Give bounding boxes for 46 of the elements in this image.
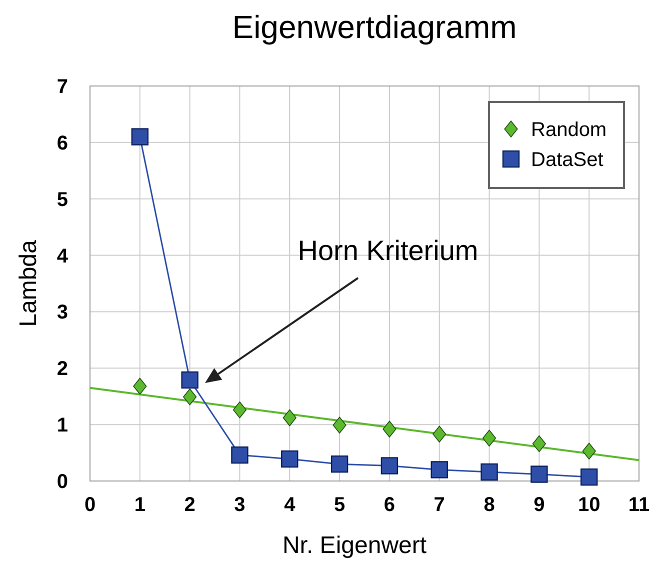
x-tick-label: 11 [628,494,650,516]
annotation: Horn Kriterium [298,235,478,266]
x-tick-label: 0 [84,494,96,516]
point [382,420,396,438]
legend-label: DataSet [531,149,604,171]
y-tick-label: 7 [56,76,68,98]
point [380,457,398,474]
x-axis-title: Nr. Eigenwert [282,532,427,559]
point [231,446,248,464]
x-tick-label: 4 [284,494,296,516]
point [282,409,296,426]
y-tick-label: 5 [56,188,68,211]
x-tick-label: 6 [384,494,396,516]
y-tick-label: 3 [56,302,68,324]
y-tick-label: 6 [56,132,68,154]
x-tick-label: 9 [534,494,545,516]
x-tick-label: 5 [334,494,346,516]
point [482,430,496,447]
x-tick-label: 3 [234,494,246,516]
legend-label: Random [531,119,607,141]
point [582,442,596,460]
y-tick-label: 1 [56,414,68,437]
point [281,450,298,468]
point [330,455,348,473]
point [532,435,546,452]
y-tick-label: 4 [56,245,69,268]
point [480,463,498,481]
x-tick-label: 10 [578,494,600,516]
point [530,466,548,483]
chart-title: Eigenwertdiagramm [232,9,517,45]
y-axis-title: Lambda [15,239,42,327]
point [332,416,346,434]
point [183,388,197,406]
point [430,461,448,478]
x-tick-label: 7 [434,494,445,516]
point [133,378,147,395]
point [181,371,198,389]
point [432,426,446,443]
y-tick-label: 0 [56,471,68,493]
point [580,468,598,486]
point [131,128,149,146]
x-tick-label: 1 [134,494,146,516]
point [232,402,247,418]
x-tick-label: 2 [184,494,196,516]
x-tick-label: 8 [484,494,495,516]
y-tick-label: 2 [56,358,68,380]
